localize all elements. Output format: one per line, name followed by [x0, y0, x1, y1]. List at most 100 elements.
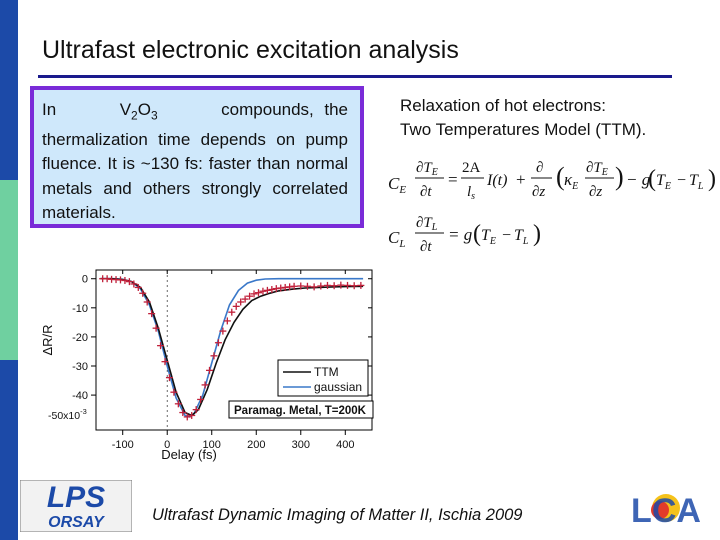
data-point: [263, 286, 271, 294]
data-point: [228, 308, 236, 316]
data-point: [259, 287, 267, 295]
equation-electron: CE ∂TE ∂t = 2A ls I(t) + ∂ ∂z ( κE ∂TE ∂…: [388, 160, 716, 202]
x-tick-label: -100: [112, 439, 134, 451]
chart-data-markers: [99, 275, 365, 421]
svg-text:∂TE: ∂TE: [586, 160, 608, 178]
data-point: [337, 281, 345, 289]
x-tick-label: 300: [292, 439, 310, 451]
callout-box: In V2O3 compounds, the thermalization ti…: [30, 86, 364, 228]
data-point: [250, 290, 258, 298]
y-tick-label: -30: [72, 361, 88, 373]
chart-xlabel: Delay (fs): [161, 447, 217, 462]
svg-text:LPS: LPS: [47, 481, 105, 514]
y-tick-label: -10: [72, 303, 88, 315]
data-point: [121, 276, 129, 284]
data-point: [241, 295, 249, 303]
y-tick-label: 0: [82, 274, 88, 286]
svg-text:κE: κE: [564, 170, 578, 192]
svg-text:TL: TL: [689, 172, 704, 192]
svg-text:= g: = g: [448, 225, 472, 244]
sidebar-stripe: [0, 0, 18, 540]
title-underline: [38, 75, 672, 78]
data-point: [350, 282, 358, 290]
chart-annotation: Paramag. Metal, T=200K: [228, 400, 374, 419]
data-point: [206, 366, 214, 374]
legend-box: [277, 359, 369, 397]
callout-pre: In: [42, 100, 57, 119]
chart-y-exponent: -50x10-3: [48, 407, 87, 422]
data-point: [246, 292, 254, 300]
data-point: [170, 388, 178, 396]
data-point: [219, 327, 227, 335]
data-point: [197, 395, 205, 403]
svg-text:TE: TE: [481, 227, 496, 247]
sidebar-block-bottom: [0, 360, 18, 540]
lps-orsay-logo: LPS ORSAY: [20, 480, 132, 532]
svg-text:I(t): I(t): [486, 172, 507, 189]
ttm-caption: Relaxation of hot electrons: Two Tempera…: [400, 94, 646, 142]
svg-text:−: −: [677, 172, 686, 189]
data-point: [223, 317, 231, 325]
x-tick-label: 100: [203, 439, 221, 451]
svg-text:=: =: [448, 170, 458, 189]
data-point: [174, 400, 182, 408]
ttm-caption-line1: Relaxation of hot electrons:: [400, 96, 607, 115]
plot-frame: [95, 269, 373, 431]
data-point: [297, 282, 305, 290]
data-point: [232, 302, 240, 310]
reflectivity-chart: -100 0 100 200 300 400 0 -10 -20 -30 -40 TTM gauss…: [40, 269, 374, 462]
svg-text:ls: ls: [467, 184, 475, 202]
data-point: [161, 358, 169, 366]
svg-text:∂t: ∂t: [420, 184, 432, 200]
data-point: [157, 342, 165, 350]
data-point: [188, 411, 196, 419]
y-tick-label: -40: [72, 390, 88, 402]
y-tick-label: -20: [72, 332, 88, 344]
svg-text:∂z: ∂z: [532, 184, 545, 200]
data-point: [139, 289, 147, 297]
footer-conference: Ultrafast Dynamic Imaging of Matter II, …: [152, 506, 523, 524]
svg-text:LCA: LCA: [631, 492, 701, 530]
ttm-equations: CE ∂TE ∂t = 2A ls I(t) + ∂ ∂z ( κE ∂TE ∂…: [388, 160, 716, 255]
data-point: [165, 374, 173, 382]
data-point: [317, 282, 325, 290]
data-point: [323, 281, 331, 289]
slide-title: Ultrafast electronic excitation analysis: [42, 36, 459, 64]
svg-text:+: +: [516, 170, 526, 189]
data-point: [148, 310, 156, 318]
svg-text:−: −: [502, 227, 511, 244]
data-point: [125, 278, 133, 286]
data-point: [130, 280, 138, 288]
x-tick-label: 400: [336, 439, 354, 451]
annotation-text: Paramag. Metal, T=200K: [234, 405, 367, 417]
x-tick-label: 200: [247, 439, 265, 451]
equation-lattice: CL ∂TL ∂t = g ( TE − TL ): [388, 215, 541, 255]
svg-text:CL: CL: [388, 228, 405, 250]
formula-v2o3: V2O3: [119, 100, 158, 123]
data-point: [357, 281, 365, 289]
svg-text:): ): [615, 162, 624, 191]
svg-text:∂TL: ∂TL: [416, 215, 438, 233]
legend-ttm-label: TTM: [314, 365, 339, 379]
data-point: [152, 324, 160, 332]
data-point: [201, 381, 209, 389]
callout-post: compounds, the thermalization time depen…: [42, 100, 349, 223]
svg-text:TE: TE: [656, 172, 671, 192]
sidebar-block-middle: [0, 180, 18, 360]
callout-text: In V2O3 compounds, the thermalization ti…: [42, 98, 348, 226]
data-point: [143, 298, 151, 306]
data-point: [330, 282, 338, 290]
svg-text:∂TE: ∂TE: [416, 160, 438, 178]
svg-text:∂: ∂: [536, 160, 543, 176]
svg-text:∂z: ∂z: [589, 184, 602, 200]
data-point: [303, 282, 311, 290]
svg-text:∂t: ∂t: [420, 239, 432, 255]
svg-text:): ): [533, 221, 541, 247]
data-point: [214, 339, 222, 347]
sidebar-block-top: [0, 0, 18, 180]
ttm-caption-line2: Two Temperatures Model (TTM).: [400, 120, 647, 139]
svg-text:− g: − g: [626, 170, 650, 189]
x-tick-label: 0: [164, 439, 170, 451]
data-point: [290, 282, 298, 290]
chart-legend: TTM gaussian: [277, 359, 369, 397]
